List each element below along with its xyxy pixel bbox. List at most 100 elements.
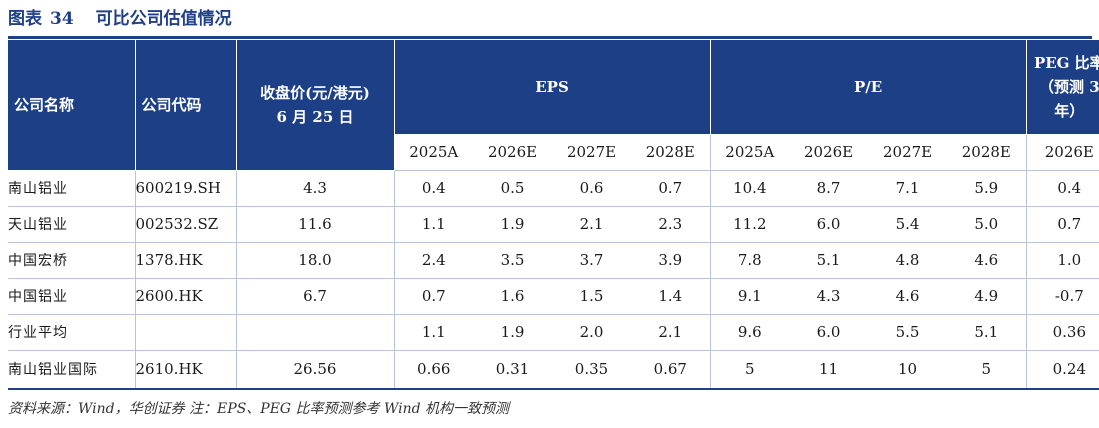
- table-row: 南山铝业 600219.SH 4.3 0.4 0.5 0.6 0.7 10.4 …: [8, 170, 1099, 207]
- table-row-average: 行业平均 1.1 1.9 2.0 2.1 9.6 6.0 5.5 5.1 0.3…: [8, 314, 1099, 351]
- eps-cell: 0.5: [473, 170, 552, 207]
- table-row: 天山铝业 002532.SZ 11.6 1.1 1.9 2.1 2.3 11.2…: [8, 206, 1099, 243]
- close-price-date: 6 月 25 日: [276, 107, 354, 126]
- pe-cell: 4.6: [947, 242, 1027, 279]
- company-name-cell: 中国宏桥: [8, 242, 135, 279]
- eps-cell: 0.35: [552, 350, 631, 390]
- close-price-cell: 26.56: [235, 350, 394, 390]
- pe-year-header: 2028E: [947, 134, 1027, 171]
- header-row-2: 2025A 2026E 2027E 2028E 2025A 2026E 2027…: [8, 134, 1099, 171]
- pe-cell: 5.1: [947, 314, 1027, 351]
- valuation-table: 公司名称 公司代码 收盘价(元/港元) 6 月 25 日 EPS P/E PEG…: [8, 40, 1099, 390]
- eps-cell: 2.4: [393, 242, 473, 279]
- eps-cell: 3.5: [473, 242, 552, 279]
- eps-cell: 2.1: [631, 314, 711, 351]
- close-price-cell: 18.0: [235, 242, 394, 279]
- company-name-cell: 行业平均: [8, 314, 135, 351]
- eps-cell: 2.1: [552, 206, 631, 243]
- peg-year-header: 2026E: [1025, 134, 1099, 171]
- pe-cell: 5.5: [868, 314, 948, 351]
- company-code-cell: 2610.HK: [134, 350, 236, 390]
- company-code-cell: 002532.SZ: [134, 206, 236, 243]
- eps-cell: 2.3: [631, 206, 711, 243]
- close-price-cell: [235, 314, 394, 351]
- col-group-pe: P/E: [710, 40, 1027, 135]
- peg-label-3: 年）: [1054, 101, 1085, 120]
- figure-title-text: 可比公司估值情况: [95, 9, 232, 29]
- pe-cell: 5.0: [947, 206, 1027, 243]
- table-row: 南山铝业国际 2610.HK 26.56 0.66 0.31 0.35 0.67…: [8, 350, 1099, 390]
- title-rule: [8, 36, 1092, 39]
- company-name-cell: 南山铝业: [8, 170, 135, 207]
- eps-cell: 0.31: [473, 350, 552, 390]
- pe-cell: 7.8: [709, 242, 790, 279]
- eps-year-header: 2026E: [473, 134, 552, 171]
- pe-cell: 5.9: [947, 170, 1027, 207]
- figure-prefix: 图表: [8, 9, 42, 29]
- figure-number: 34: [50, 9, 74, 29]
- eps-cell: 3.7: [552, 242, 631, 279]
- close-price-cell: 4.3: [235, 170, 394, 207]
- eps-year-header: 2027E: [552, 134, 631, 171]
- company-code-cell: 2600.HK: [134, 278, 236, 315]
- eps-year-header: 2028E: [631, 134, 711, 171]
- pe-year-header: 2027E: [868, 134, 948, 171]
- eps-cell: 1.1: [393, 314, 473, 351]
- peg-cell: 0.36: [1025, 314, 1099, 351]
- col-company-name: 公司名称: [8, 40, 136, 171]
- table-row: 中国宏桥 1378.HK 18.0 2.4 3.5 3.7 3.9 7.8 5.…: [8, 242, 1099, 279]
- table-row: 中国铝业 2600.HK 6.7 0.7 1.6 1.5 1.4 9.1 4.3…: [8, 278, 1099, 315]
- eps-cell: 1.9: [473, 314, 552, 351]
- pe-cell: 4.3: [789, 278, 869, 315]
- col-company-code: 公司代码: [135, 40, 237, 171]
- eps-cell: 0.7: [631, 170, 711, 207]
- eps-cell: 0.4: [393, 170, 473, 207]
- close-price-cell: 11.6: [235, 206, 394, 243]
- close-price-cell: 6.7: [235, 278, 394, 315]
- company-name-cell: 天山铝业: [8, 206, 135, 243]
- col-group-eps: EPS: [394, 40, 711, 135]
- pe-year-header: 2026E: [789, 134, 869, 171]
- pe-cell: 4.8: [868, 242, 948, 279]
- eps-cell: 1.4: [631, 278, 711, 315]
- peg-cell: -0.7: [1025, 278, 1099, 315]
- pe-cell: 11.2: [709, 206, 790, 243]
- company-code-cell: 1378.HK: [134, 242, 236, 279]
- pe-cell: 7.1: [868, 170, 948, 207]
- source-note: 资料来源：Wind，华创证券 注：EPS、PEG 比率预测参考 Wind 机构一…: [8, 401, 510, 417]
- peg-cell: 0.24: [1025, 350, 1099, 390]
- peg-cell: 1.0: [1025, 242, 1099, 279]
- pe-cell: 5.1: [789, 242, 869, 279]
- pe-cell: 4.9: [947, 278, 1027, 315]
- company-name-cell: 南山铝业国际: [8, 350, 135, 390]
- eps-cell: 0.7: [393, 278, 473, 315]
- peg-cell: 0.7: [1025, 206, 1099, 243]
- pe-cell: 6.0: [789, 206, 869, 243]
- eps-cell: 0.6: [552, 170, 631, 207]
- company-code-cell: [134, 314, 236, 351]
- eps-cell: 0.67: [631, 350, 711, 390]
- company-code-cell: 600219.SH: [134, 170, 236, 207]
- eps-year-header: 2025A: [393, 134, 473, 171]
- pe-year-header: 2025A: [709, 134, 790, 171]
- col-group-peg: PEG 比率 （预测 3 年）: [1026, 40, 1099, 135]
- header-row-1: 公司名称 公司代码 收盘价(元/港元) 6 月 25 日 EPS P/E PEG…: [8, 40, 1099, 171]
- figure-title: 图表 34 可比公司估值情况: [8, 6, 232, 32]
- pe-cell: 6.0: [789, 314, 869, 351]
- pe-cell: 5: [947, 350, 1027, 390]
- eps-cell: 2.0: [552, 314, 631, 351]
- eps-cell: 1.9: [473, 206, 552, 243]
- eps-cell: 1.1: [393, 206, 473, 243]
- eps-cell: 0.66: [393, 350, 473, 390]
- pe-cell: 9.1: [709, 278, 790, 315]
- peg-label-2: （预测 3: [1038, 77, 1099, 96]
- pe-cell: 8.7: [789, 170, 869, 207]
- eps-cell: 1.6: [473, 278, 552, 315]
- peg-label-1: PEG 比率: [1033, 53, 1099, 72]
- pe-cell: 5: [709, 350, 790, 390]
- pe-cell: 10.4: [709, 170, 790, 207]
- pe-cell: 11: [789, 350, 869, 390]
- pe-cell: 9.6: [709, 314, 790, 351]
- close-price-label: 收盘价(元/港元): [260, 83, 370, 102]
- eps-cell: 3.9: [631, 242, 711, 279]
